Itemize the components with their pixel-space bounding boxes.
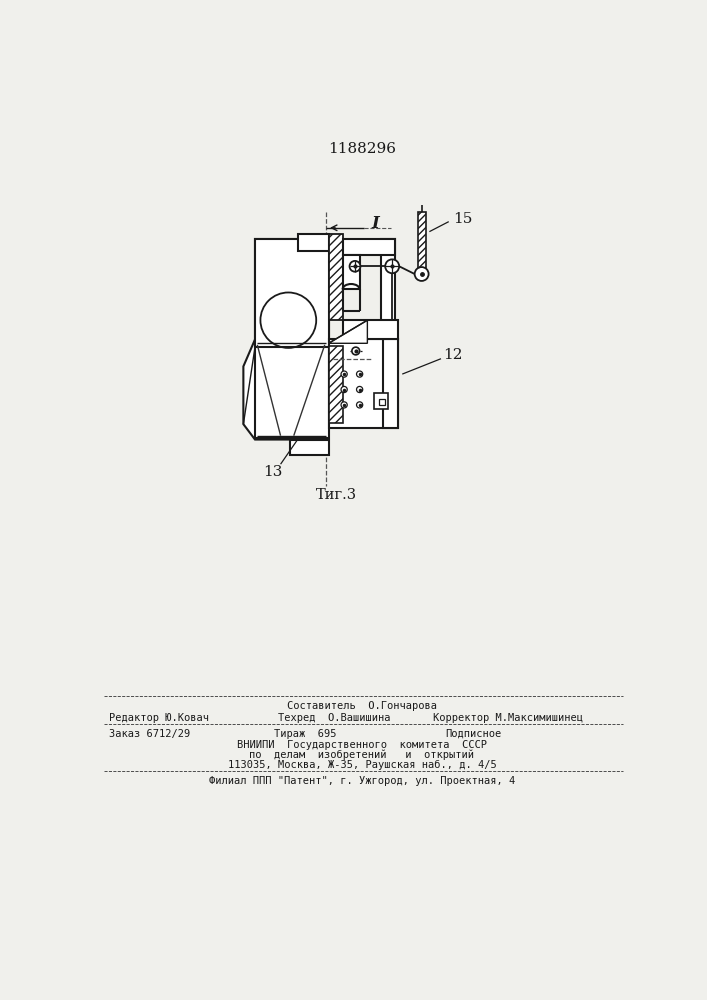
Text: Филиал ППП "Патент", г. Ужгород, ул. Проектная, 4: Филиал ППП "Патент", г. Ужгород, ул. Про… bbox=[209, 776, 515, 786]
Bar bbox=[255, 239, 329, 438]
Bar bbox=[383, 339, 398, 428]
Text: I: I bbox=[371, 215, 379, 232]
Bar bbox=[381, 239, 395, 339]
Text: 13: 13 bbox=[263, 465, 283, 479]
Text: Тираж  695: Тираж 695 bbox=[274, 729, 337, 739]
Text: 15: 15 bbox=[452, 212, 472, 226]
Circle shape bbox=[414, 267, 428, 281]
Circle shape bbox=[341, 402, 347, 408]
Text: Техред  О.Вашишина: Техред О.Вашишина bbox=[279, 713, 391, 723]
Text: 113035, Москва, Ж-35, Раушская наб., д. 4/5: 113035, Москва, Ж-35, Раушская наб., д. … bbox=[228, 760, 496, 770]
Circle shape bbox=[356, 386, 363, 393]
Circle shape bbox=[341, 371, 347, 377]
Circle shape bbox=[352, 347, 360, 355]
Bar bbox=[373, 393, 387, 409]
Bar bbox=[329, 339, 398, 428]
Text: Τиг.3: Τиг.3 bbox=[316, 488, 357, 502]
Circle shape bbox=[385, 259, 399, 273]
Circle shape bbox=[356, 402, 363, 408]
Text: Корректор М.Максимишинец: Корректор М.Максимишинец bbox=[433, 713, 583, 723]
Text: Подписное: Подписное bbox=[445, 729, 501, 739]
Circle shape bbox=[349, 261, 361, 272]
Text: по  делам  изобретений   и  открытий: по делам изобретений и открытий bbox=[250, 750, 474, 760]
Bar bbox=[329, 234, 343, 320]
Bar bbox=[418, 212, 426, 270]
Text: 1188296: 1188296 bbox=[328, 142, 396, 156]
Text: ВНИИПИ  Государственного  комитета  СССР: ВНИИПИ Государственного комитета СССР bbox=[237, 740, 487, 750]
Text: 12: 12 bbox=[443, 348, 463, 362]
Bar bbox=[343, 255, 360, 289]
Text: Редактор Ю.Ковач: Редактор Ю.Ковач bbox=[110, 713, 209, 723]
Bar bbox=[379, 399, 385, 405]
Polygon shape bbox=[243, 339, 329, 440]
Bar bbox=[329, 346, 343, 423]
Bar bbox=[343, 320, 398, 339]
Bar bbox=[298, 234, 329, 251]
Text: Заказ 6712/29: Заказ 6712/29 bbox=[110, 729, 191, 739]
Bar bbox=[290, 440, 329, 455]
Text: Составитель  О.Гончарова: Составитель О.Гончарова bbox=[287, 701, 437, 711]
Bar bbox=[343, 239, 395, 255]
Circle shape bbox=[341, 386, 347, 393]
Bar bbox=[255, 239, 329, 347]
Circle shape bbox=[356, 371, 363, 377]
Polygon shape bbox=[329, 320, 368, 343]
